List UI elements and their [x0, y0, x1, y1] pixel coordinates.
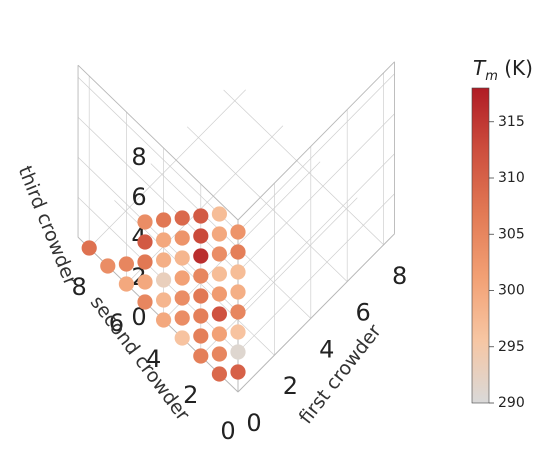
yz-pane-gridline	[77, 156, 239, 313]
data-point	[137, 214, 153, 230]
y-tick-label: 2	[183, 381, 198, 409]
colorbar-gradient	[471, 87, 490, 404]
xz-pane-gridline	[237, 113, 395, 273]
data-point	[156, 312, 172, 328]
floor-gridline	[150, 163, 312, 319]
data-point	[211, 366, 227, 382]
data-point	[211, 346, 227, 362]
data-point	[174, 330, 190, 346]
xz-pane-gridline	[237, 73, 395, 233]
data-point	[193, 268, 209, 284]
x-tick-label: 4	[319, 335, 334, 363]
x-axis-line	[237, 233, 395, 393]
data-point	[174, 210, 190, 226]
data-point	[230, 244, 246, 260]
floor-gridline	[163, 161, 321, 321]
pane-edge	[237, 61, 395, 221]
colorbar-tick-label: 305	[498, 226, 525, 242]
yz-pane-gridline	[77, 76, 239, 233]
data-point	[211, 246, 227, 262]
colorbar-title-main: T	[473, 56, 487, 80]
data-point	[174, 310, 190, 326]
x-tick-label: 8	[392, 262, 407, 290]
y-tick-label: 4	[146, 345, 161, 373]
data-point	[193, 248, 209, 264]
data-point	[174, 290, 190, 306]
data-point	[174, 250, 190, 266]
x-axis-label: first crowder	[295, 320, 386, 428]
yz-pane-gridline	[77, 116, 239, 273]
colorbar-title-sub: m	[485, 69, 498, 84]
data-point	[230, 284, 246, 300]
pane-edge	[77, 64, 239, 221]
data-point	[230, 264, 246, 280]
x-tick-label: 6	[356, 299, 371, 327]
data-point	[193, 308, 209, 324]
data-point	[137, 254, 153, 270]
data-point	[156, 272, 172, 288]
floor-gridline	[126, 125, 284, 285]
data-points	[81, 206, 246, 382]
data-point	[193, 228, 209, 244]
data-point	[137, 274, 153, 290]
data-point	[230, 224, 246, 240]
z-tick-label: 0	[131, 303, 146, 331]
z-tick-label: 8	[131, 143, 146, 171]
axis-panes	[77, 61, 395, 393]
floor-gridline	[88, 89, 246, 249]
data-point	[193, 288, 209, 304]
data-point	[230, 304, 246, 320]
data-point	[156, 292, 172, 308]
data-point	[137, 294, 153, 310]
y-tick-label: 0	[220, 417, 235, 445]
y-tick-label: 8	[72, 273, 87, 301]
colorbar: Tm (K) 290 295 300 305 310 315	[471, 56, 533, 411]
colorbar-title-unit: (K)	[498, 56, 533, 80]
data-point	[230, 364, 246, 380]
data-point	[211, 266, 227, 282]
floor-gridline	[223, 89, 384, 246]
colorbar-tick-label: 295	[498, 339, 525, 355]
data-point	[156, 232, 172, 248]
data-point	[211, 226, 227, 242]
data-point	[81, 240, 97, 256]
colorbar-tick-label: 315	[498, 114, 525, 130]
data-point	[211, 286, 227, 302]
colorbar-tick-label: 290	[498, 395, 525, 411]
x-tick-label: 2	[283, 372, 298, 400]
y-tick-label: 6	[109, 309, 124, 337]
data-point	[156, 252, 172, 268]
data-point	[211, 326, 227, 342]
data-point	[193, 348, 209, 364]
floor-gridline	[186, 126, 348, 282]
data-point	[211, 206, 227, 222]
z-tick-label: 6	[131, 183, 146, 211]
xz-pane-gridline	[237, 153, 395, 313]
data-point	[118, 276, 134, 292]
colorbar-ticks: 290 295 300 305 310 315	[489, 114, 525, 411]
data-point	[137, 234, 153, 250]
data-point	[174, 270, 190, 286]
z-axis-label: third crowder	[14, 163, 82, 289]
data-point	[193, 328, 209, 344]
colorbar-title: Tm (K)	[473, 56, 533, 84]
data-point	[193, 208, 209, 224]
yz-pane-gridline	[77, 196, 239, 353]
data-point	[118, 256, 134, 272]
data-point	[230, 324, 246, 340]
data-point	[100, 258, 116, 274]
x-tick-label: 0	[246, 409, 261, 437]
data-point	[156, 212, 172, 228]
xz-pane-gridline	[237, 193, 395, 353]
colorbar-tick-label: 310	[498, 170, 525, 186]
floor-gridline	[200, 197, 358, 357]
data-point	[174, 230, 190, 246]
data-point	[230, 344, 246, 360]
colorbar-tick-label: 300	[498, 283, 525, 299]
data-point	[211, 306, 227, 322]
